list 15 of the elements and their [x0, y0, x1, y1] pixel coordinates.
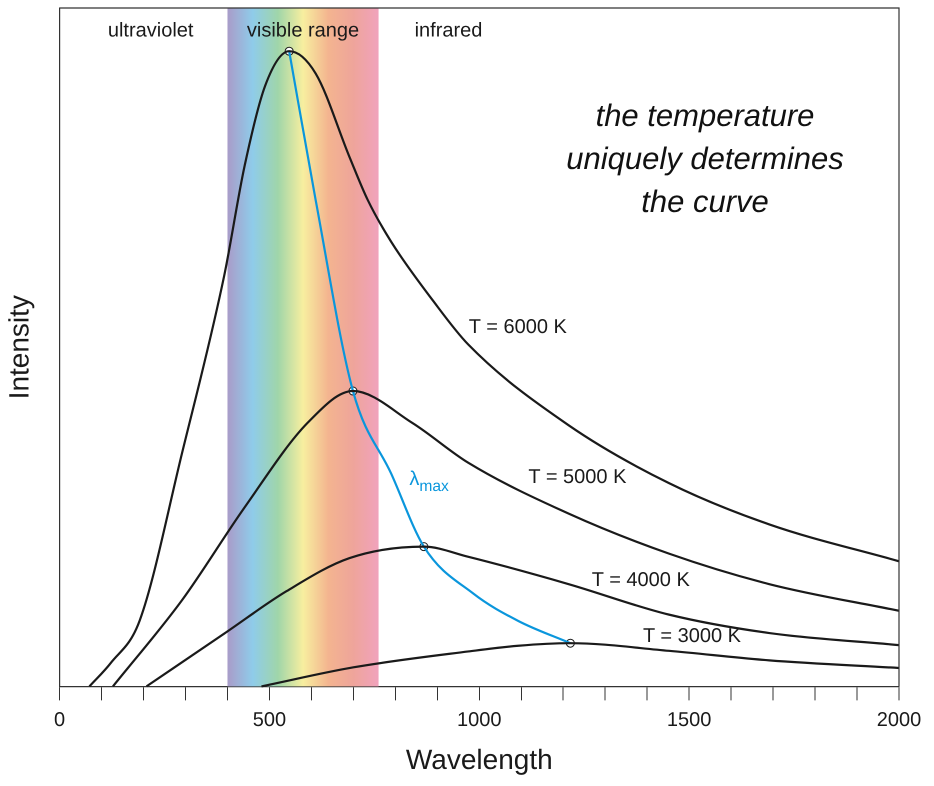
y-axis-title: Intensity: [4, 295, 35, 400]
x-tick-label: 2000: [876, 708, 922, 731]
x-tick-label: 500: [252, 708, 286, 731]
series-label: T = 5000 K: [528, 466, 628, 488]
text: infrared: [414, 20, 482, 42]
series-label: T = 3000 K: [642, 624, 742, 647]
annotation: the temperature uniquely determines the curve: [566, 98, 844, 219]
series-label: T = 6000 K: [468, 316, 568, 338]
x-tick-label: 0: [54, 708, 66, 731]
x-tick-label: 1000: [457, 708, 502, 731]
x-tick-label: 1500: [666, 708, 712, 731]
series-label: T = 4000 K: [592, 569, 690, 592]
x-axis-title: Wavelength: [406, 744, 553, 775]
text: ultraviolet: [108, 20, 194, 42]
band-label: visible range: [246, 20, 360, 42]
